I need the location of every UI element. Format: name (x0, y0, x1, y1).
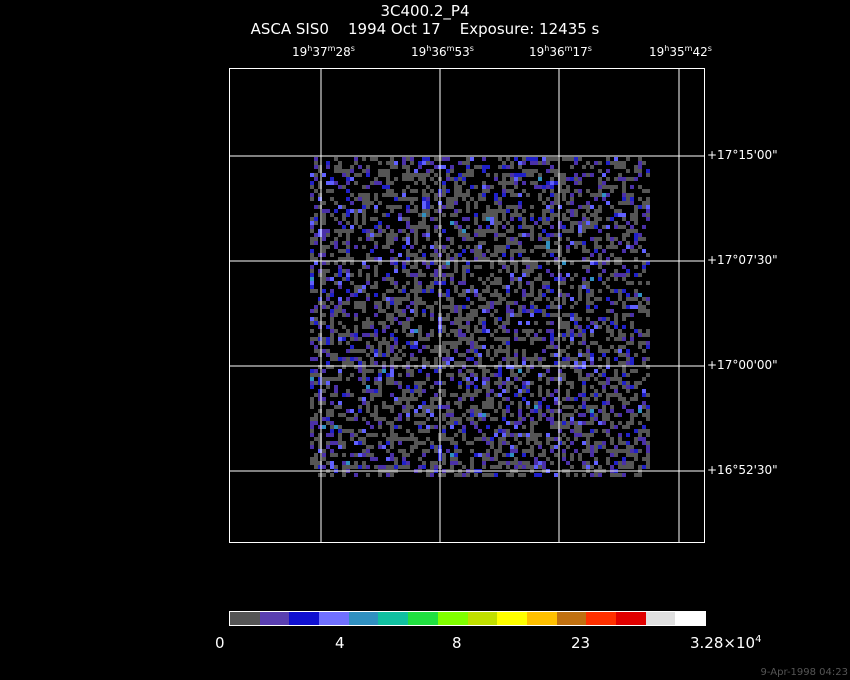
dec-tick-label: +16°52'30" (707, 463, 778, 477)
colorbar-segment (230, 612, 260, 625)
xray-count-map (230, 69, 704, 542)
colorbar-segment (289, 612, 320, 625)
colorbar-segment (497, 612, 527, 625)
colorbar-segment (437, 612, 468, 625)
ra-tick-label: 19h36m17s (529, 44, 592, 59)
colorbar-segment (645, 612, 676, 625)
dec-tick-label: +17°15'00" (707, 148, 778, 162)
dec-tick-label: +17°00'00" (707, 358, 778, 372)
image-subtitle: ASCA SIS0 1994 Oct 17 Exposure: 12435 s (250, 20, 600, 38)
dec-tick-label: +17°07'30" (707, 253, 778, 267)
colorbar-max-label: 3.28×104 (690, 634, 762, 652)
xray-image-panel (229, 68, 705, 543)
colorbar-label: 0 (215, 634, 225, 652)
timestamp: 9-Apr-1998 04:23 (760, 667, 848, 678)
colorbar-segment (586, 612, 616, 625)
image-title: 3C400.2_P4 (380, 2, 470, 20)
colorbar-label: 4 (335, 634, 345, 652)
colorbar (229, 611, 706, 626)
colorbar-segment (348, 612, 379, 625)
ra-tick-label: 19h35m42s (649, 44, 712, 59)
colorbar-segment (319, 612, 349, 625)
colorbar-segment (259, 612, 290, 625)
colorbar-segment (467, 612, 498, 625)
ra-tick-label: 19h36m53s (411, 44, 474, 59)
colorbar-segment (408, 612, 438, 625)
colorbar-segment (378, 612, 409, 625)
colorbar-segment (615, 612, 646, 625)
ra-tick-label: 19h37m28s (292, 44, 355, 59)
colorbar-segment (526, 612, 557, 625)
colorbar-label: 23 (571, 634, 591, 652)
colorbar-segment (675, 612, 705, 625)
colorbar-label: 8 (452, 634, 462, 652)
colorbar-segment (556, 612, 587, 625)
